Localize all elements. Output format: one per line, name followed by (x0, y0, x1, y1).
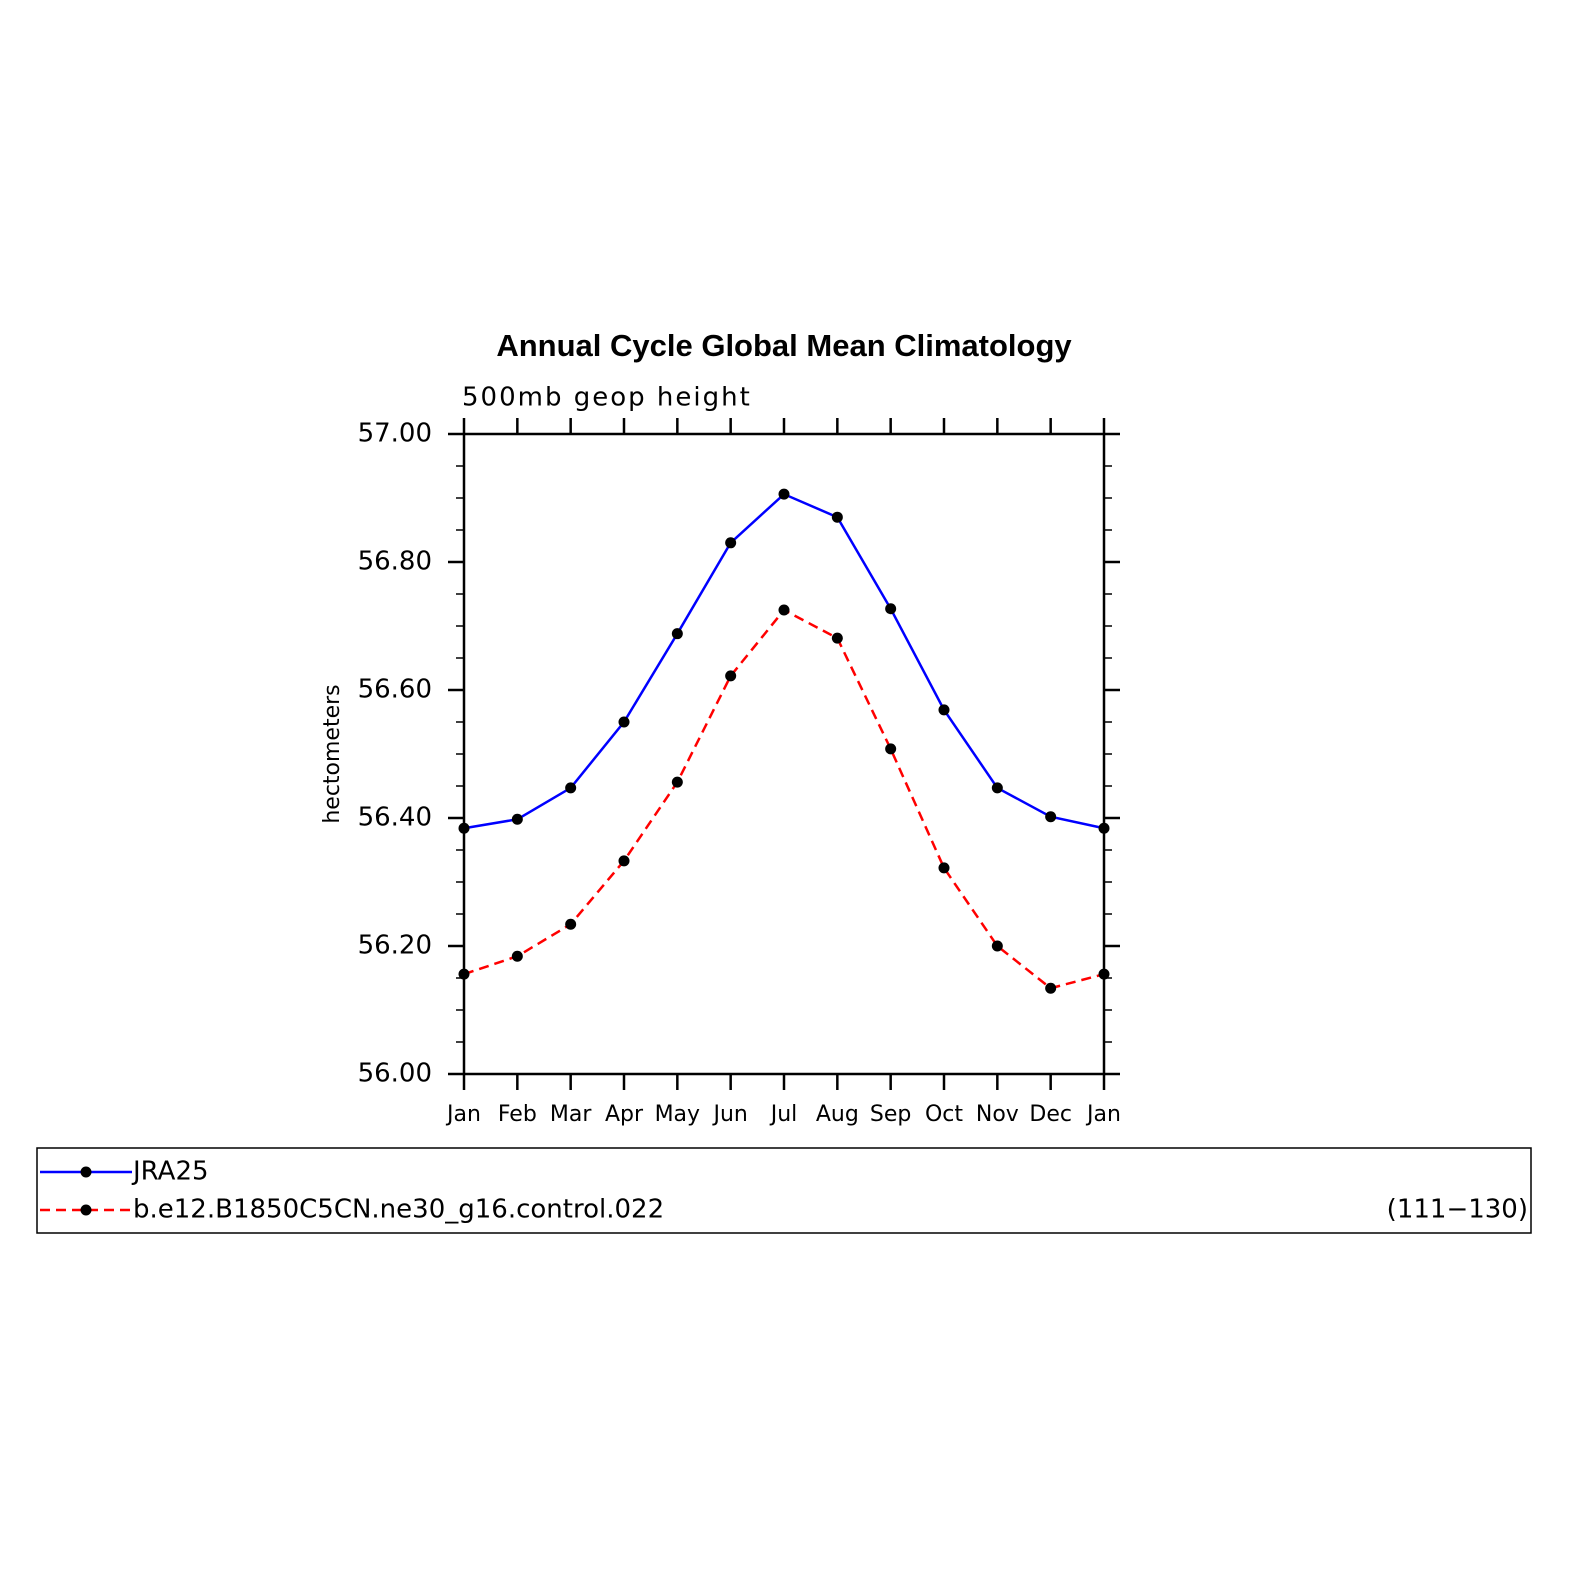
x-tick-label: Oct (925, 1102, 963, 1127)
marker (1045, 982, 1057, 994)
legend-box (36, 1147, 1532, 1234)
marker (885, 743, 897, 755)
x-tick-label: May (655, 1102, 700, 1127)
x-tick-label: Jan (1085, 1102, 1121, 1127)
marker (831, 511, 843, 523)
x-tick-label: Apr (605, 1102, 644, 1127)
marker (565, 782, 577, 794)
marker (671, 776, 683, 788)
legend-marker (80, 1166, 92, 1178)
plot-frame (462, 432, 1106, 1076)
marker (938, 862, 950, 874)
y-axis-label: hectometers (320, 684, 345, 823)
y-tick-label: 56.20 (358, 931, 432, 961)
legend-note: (111−130) (1387, 1195, 1528, 1225)
marker (458, 822, 470, 834)
legend-label: JRA25 (131, 1157, 209, 1187)
series-line (463, 608, 1105, 990)
y-tick-label: 56.80 (358, 547, 432, 577)
marker (565, 918, 577, 930)
marker (618, 855, 630, 867)
marker (938, 704, 950, 716)
marker (1045, 811, 1057, 823)
marker (725, 537, 737, 549)
marker (831, 632, 843, 644)
marker (991, 782, 1003, 794)
x-tick-label: Sep (870, 1102, 911, 1127)
marker (618, 716, 630, 728)
x-tick-label: Jul (769, 1102, 798, 1127)
marker (725, 670, 737, 682)
marker (458, 968, 470, 980)
marker (778, 488, 790, 500)
legend-label: b.e12.B1850C5CN.ne30_g16.control.022 (133, 1195, 664, 1225)
y-tick-label: 56.40 (358, 803, 432, 833)
marker (511, 813, 523, 825)
marker (778, 604, 790, 616)
marker (1098, 968, 1110, 980)
marker (885, 603, 897, 615)
marker (671, 628, 683, 640)
y-tick-label: 57.00 (358, 419, 432, 449)
x-tick-label: Jun (711, 1102, 747, 1127)
y-tick-label: 56.00 (358, 1059, 432, 1089)
chart-title: Annual Cycle Global Mean Climatology (496, 328, 1072, 363)
series-line (463, 492, 1105, 830)
x-tick-label: Mar (550, 1102, 592, 1127)
x-tick-label: Nov (976, 1102, 1019, 1127)
x-tick-label: Jan (445, 1102, 481, 1127)
x-tick-label: Aug (816, 1102, 859, 1127)
marker (1098, 822, 1110, 834)
x-tick-label: Feb (498, 1102, 537, 1127)
legend-marker (80, 1204, 92, 1216)
marker (511, 950, 523, 962)
marker (991, 940, 1003, 952)
subtitle: 500mb geop height (462, 383, 752, 413)
x-tick-label: Dec (1029, 1102, 1072, 1127)
y-tick-label: 56.60 (358, 675, 432, 705)
